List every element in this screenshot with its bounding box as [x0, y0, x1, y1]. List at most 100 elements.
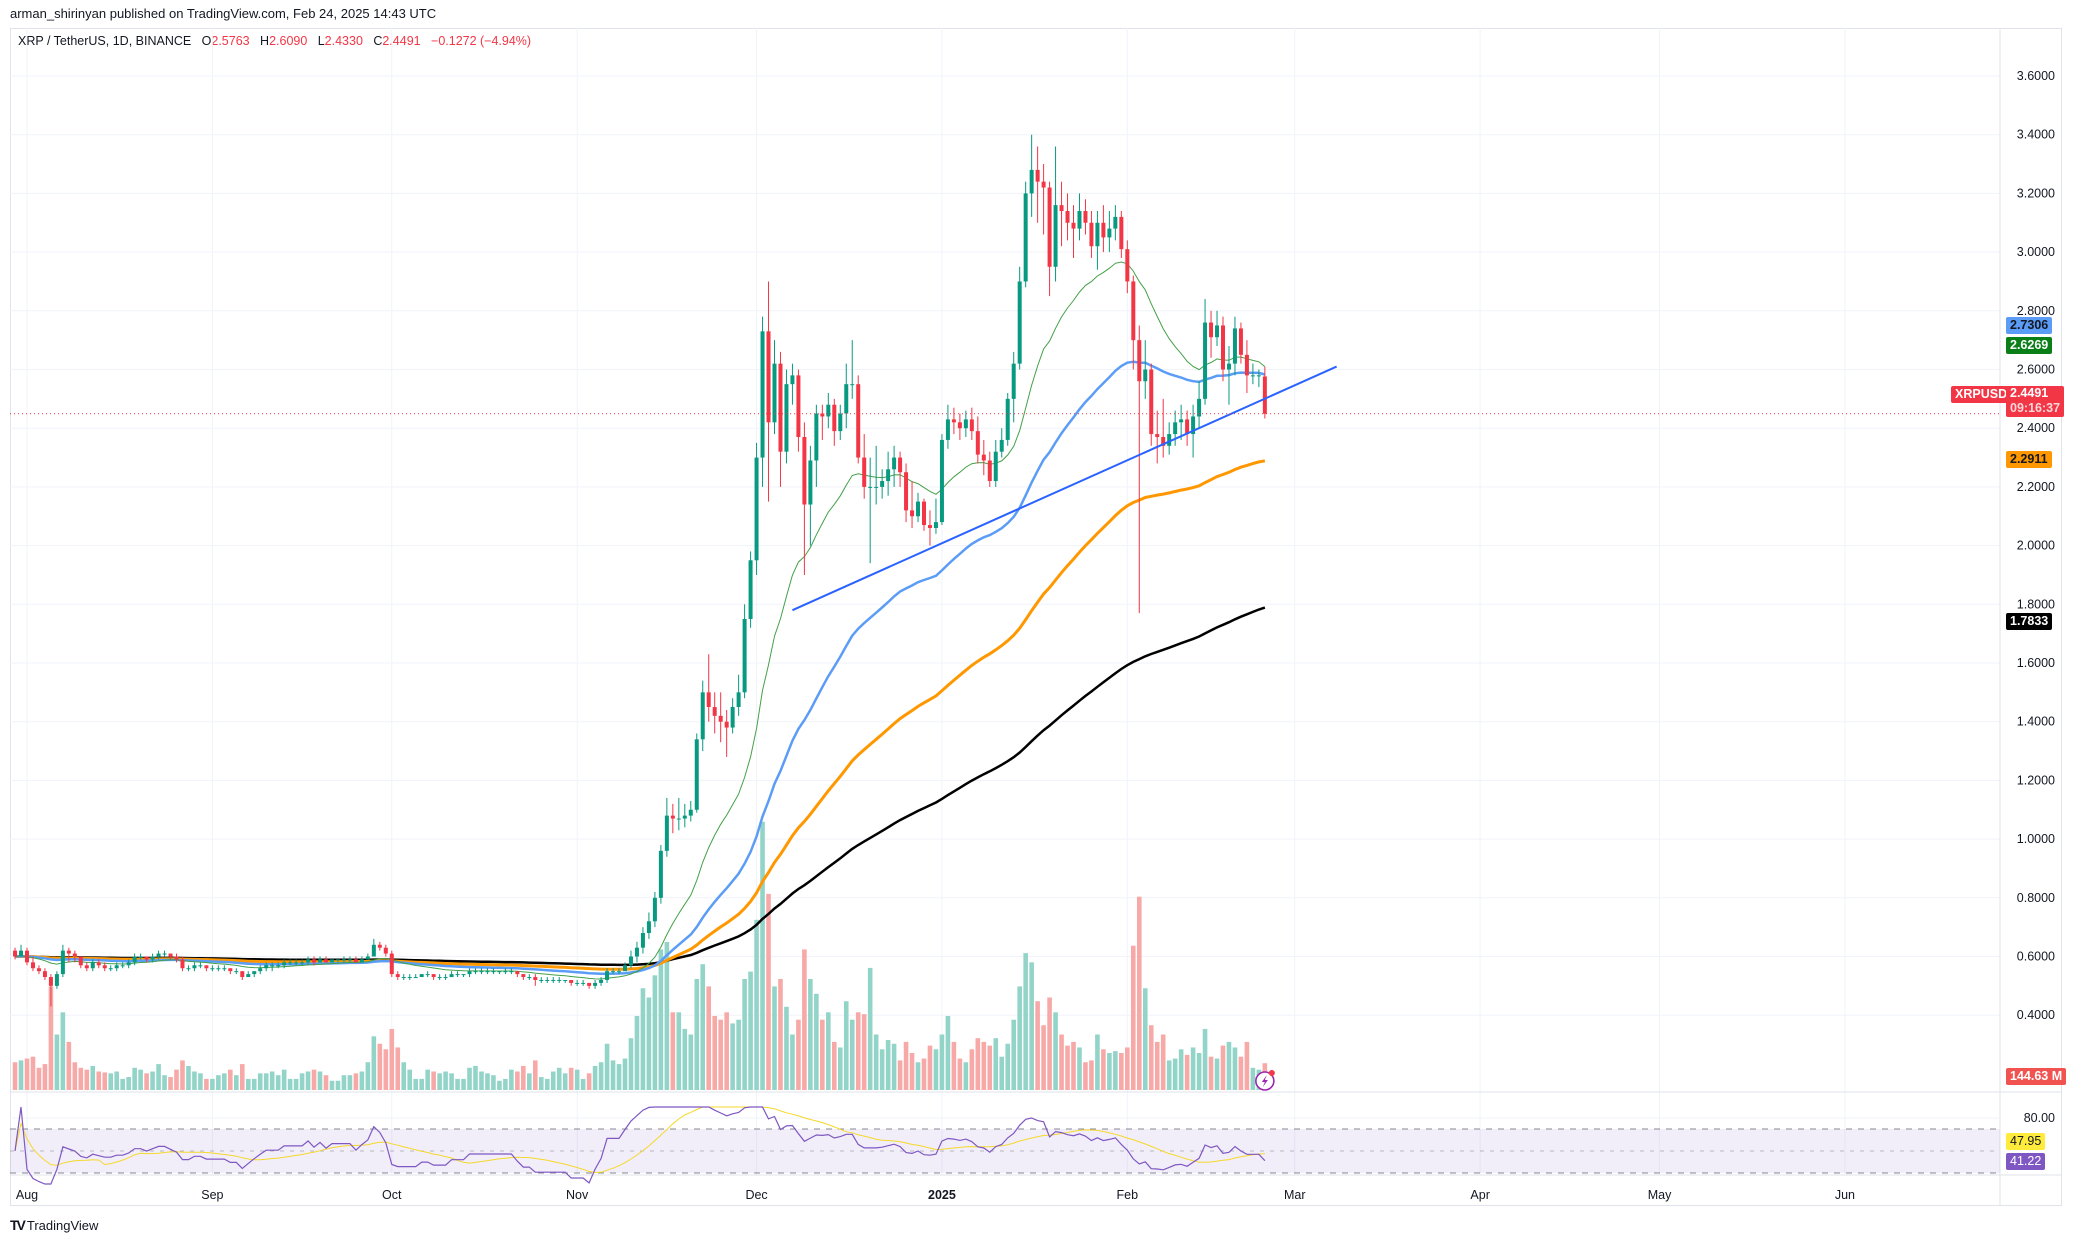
candle-body	[102, 965, 107, 969]
candle-body	[551, 979, 556, 981]
candle-body	[329, 959, 334, 963]
volume-bar	[251, 1078, 257, 1090]
candle-body	[515, 971, 520, 975]
tradingview-logo[interactable]: TV TradingView	[10, 1217, 98, 1233]
candle-body	[1107, 228, 1112, 238]
candle-body	[844, 384, 849, 414]
rsi-ma-badge: 47.95	[2006, 1133, 2046, 1150]
candle-body	[981, 454, 986, 461]
candle-body	[419, 974, 424, 978]
time-tick-label: Feb	[1117, 1188, 1139, 1202]
volume-bar	[305, 1071, 311, 1090]
candle-body	[461, 974, 466, 976]
time-tick-label: May	[1648, 1188, 1672, 1202]
lightning-alert-icon[interactable]	[1255, 1070, 1275, 1091]
candle-body	[599, 979, 604, 983]
candle-body	[521, 974, 526, 978]
volume-bar	[180, 1060, 185, 1090]
candle-body	[892, 457, 897, 470]
volume-bar	[670, 1012, 676, 1090]
bar-countdown: 09:16:37	[2010, 401, 2061, 415]
volume-bar	[108, 1073, 114, 1090]
symbol-title[interactable]: XRP / TetherUS, 1D, BINANCE	[18, 34, 192, 48]
volume-bar	[473, 1065, 478, 1090]
candle-body	[880, 481, 885, 487]
candle-body	[838, 413, 843, 432]
volume-bar	[186, 1065, 191, 1090]
volume-bar	[1220, 1045, 1226, 1090]
volume-bar	[802, 949, 807, 1090]
candle-body	[240, 971, 245, 978]
candle-body	[365, 956, 370, 960]
trendline	[792, 365, 1338, 612]
candle-body	[951, 419, 956, 423]
candle-body	[1035, 169, 1040, 182]
volume-bar	[228, 1069, 233, 1090]
price-tick-label: 1.6000	[2017, 656, 2055, 670]
volume-bar	[395, 1047, 401, 1090]
volume-bar	[1083, 1062, 1088, 1090]
volume-bar	[598, 1062, 604, 1090]
low-label: L	[317, 34, 325, 48]
time-tick-label: Sep	[201, 1188, 223, 1202]
candle-body	[60, 950, 65, 975]
candle-body	[1017, 281, 1022, 364]
time-tick-label: Jun	[1835, 1188, 1855, 1202]
volume-bar	[198, 1073, 203, 1090]
candle-body	[341, 959, 346, 961]
volume-bar	[843, 1001, 849, 1090]
volume-bar	[628, 1038, 634, 1090]
candle-body	[437, 977, 442, 979]
candle-body	[963, 419, 968, 429]
candle-body	[168, 953, 173, 957]
lightning-glyph	[1261, 1075, 1268, 1087]
volume-bar	[736, 1019, 741, 1090]
volume-bar	[1142, 988, 1148, 1090]
volume-bar	[156, 1064, 161, 1090]
candle-body	[927, 525, 932, 528]
volume-bar	[1023, 953, 1028, 1090]
volume-bar	[1047, 997, 1052, 1090]
candle-body	[611, 971, 616, 973]
candle-body	[19, 950, 24, 957]
volume-bar	[431, 1071, 436, 1090]
volume-bar	[796, 1019, 801, 1090]
candle-body	[210, 968, 215, 970]
candle-body	[539, 979, 544, 981]
symbol-legend: XRP / TetherUS, 1D, BINANCE O2.5763 H2.6…	[18, 34, 531, 48]
candle-body	[485, 971, 490, 973]
candle-body	[1005, 398, 1010, 440]
candle-body	[78, 956, 83, 966]
volume-bar	[879, 1049, 885, 1090]
volume-bar	[42, 1064, 48, 1090]
volume-bar	[1232, 1047, 1238, 1090]
volume-bar	[909, 1053, 915, 1090]
volume-bar	[479, 1071, 484, 1090]
volume-bar	[425, 1069, 430, 1090]
volume-bar	[48, 986, 54, 1090]
volume-bar	[138, 1069, 143, 1090]
volume-bar	[1250, 1067, 1256, 1090]
volume-bar	[646, 997, 652, 1090]
volume-bar	[78, 1067, 84, 1090]
candle-body	[694, 739, 699, 810]
volume-bar	[1053, 1012, 1058, 1090]
candle-body	[377, 944, 382, 948]
candle-body	[569, 979, 574, 983]
candle-body	[150, 956, 155, 960]
volume-bar	[963, 1062, 969, 1090]
volume-bar	[12, 1062, 18, 1090]
volume-bar	[616, 1064, 622, 1090]
volume-bar	[927, 1045, 933, 1090]
volume-bar	[724, 1012, 729, 1090]
candle-body	[1232, 328, 1237, 364]
candle-body	[682, 815, 687, 819]
volume-bar	[861, 1014, 867, 1090]
price-tick-label: 3.0000	[2017, 245, 2055, 259]
candle-body	[66, 950, 71, 954]
candle-body	[443, 977, 448, 979]
candle-body	[1089, 222, 1094, 247]
candle-body	[503, 971, 508, 973]
volume-bar	[1238, 1056, 1244, 1090]
